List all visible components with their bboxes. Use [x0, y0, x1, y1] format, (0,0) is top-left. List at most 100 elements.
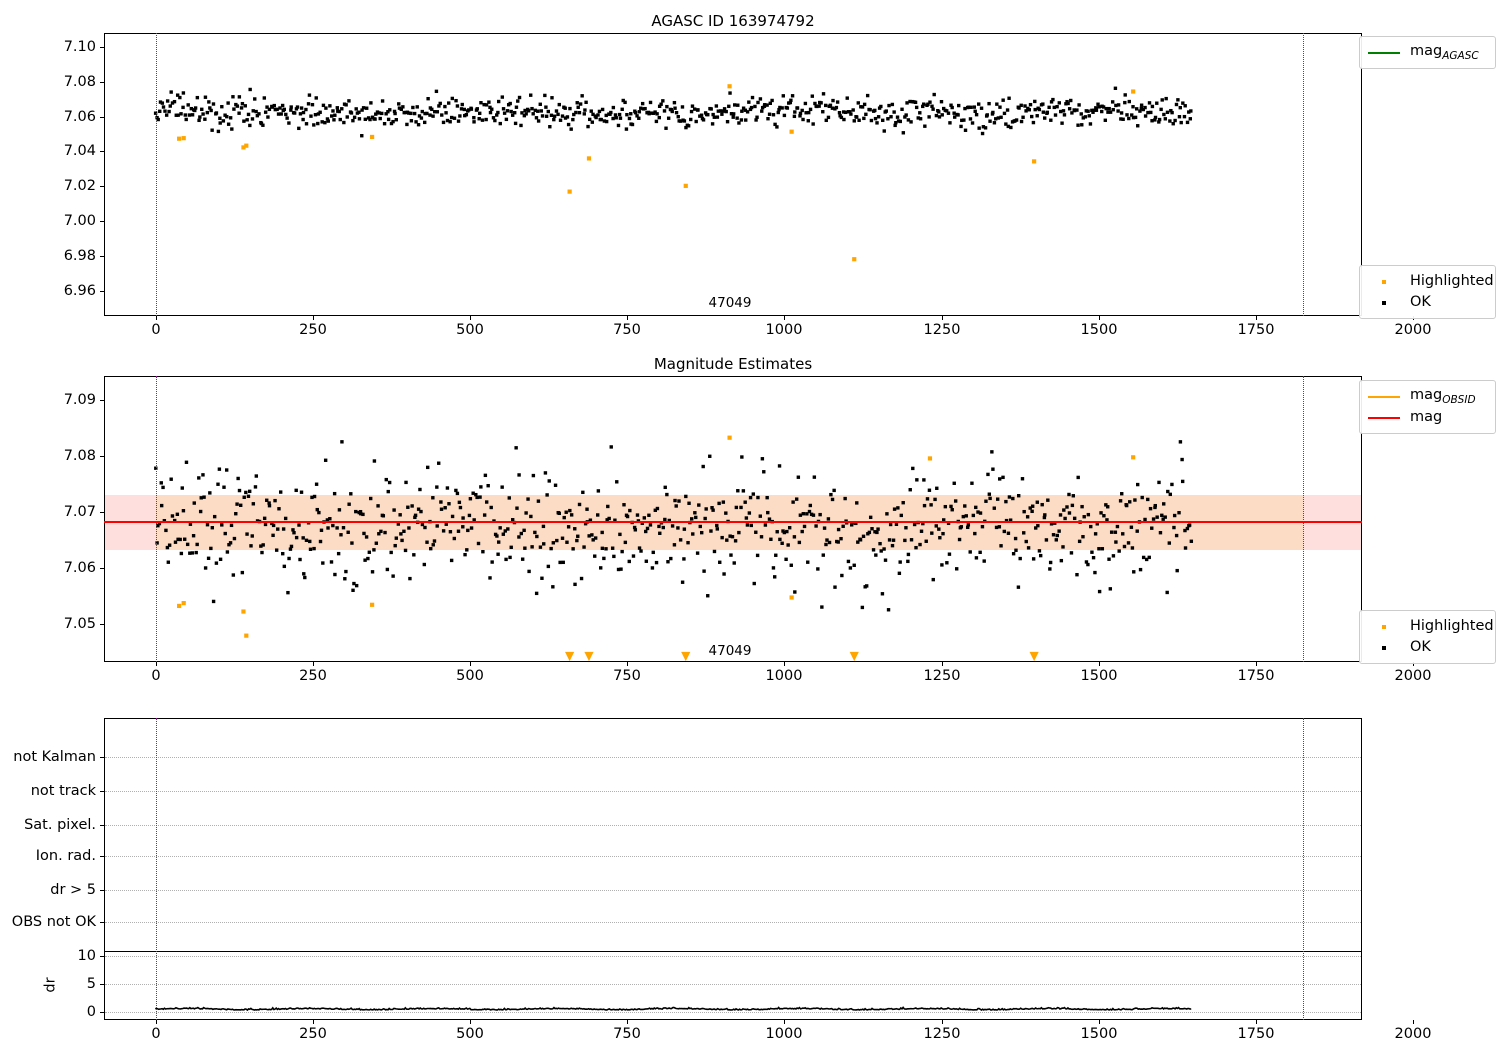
xtick-label: 0 — [151, 322, 161, 338]
xtick-mark — [156, 662, 157, 666]
dot-swatch-icon — [1367, 274, 1401, 290]
xtick-mark — [313, 662, 314, 666]
xtick-label: 1750 — [1237, 322, 1275, 338]
xtick-mark — [313, 316, 314, 320]
xtick-label: 750 — [613, 322, 641, 338]
legend-entry-mag-agasc: magAGASC — [1367, 42, 1486, 63]
xtick-label: 500 — [456, 1026, 484, 1042]
legend-entry-mag-obsid: magOBSID — [1367, 386, 1486, 407]
xtick-mark — [470, 662, 471, 666]
xtick-mark — [156, 1020, 157, 1024]
dr-gridline — [105, 956, 1361, 957]
xtick-mark — [156, 316, 157, 320]
legend-entry-highlighted: Highlighted — [1367, 271, 1494, 292]
xtick-mark — [942, 1020, 943, 1024]
dr-tick-label: 5 — [86, 976, 96, 992]
flag-gridline — [105, 890, 1361, 891]
legend-entry-ok: OK — [1367, 292, 1486, 313]
dr-tick-label: 10 — [77, 948, 96, 964]
dot-swatch-icon — [1367, 619, 1401, 635]
legend-label: Highlighted — [1410, 273, 1494, 290]
flag-tick-mark — [100, 922, 104, 923]
obsid-start-line — [156, 33, 157, 316]
ytick-label: 7.07 — [63, 503, 96, 520]
legend-label: magAGASC — [1410, 42, 1479, 62]
agasc-marker-legend[interactable]: Highlighted OK — [1359, 265, 1496, 319]
xtick-label: 250 — [299, 668, 327, 684]
flag-gridline — [105, 856, 1361, 857]
dot-swatch-icon — [1367, 295, 1401, 311]
magnitude-marker-legend[interactable]: Highlighted OK — [1359, 610, 1496, 664]
line-swatch-icon — [1367, 45, 1401, 61]
xtick-label: 1750 — [1237, 668, 1275, 684]
xtick-mark — [1413, 662, 1414, 666]
ytick-label: 7.00 — [63, 213, 96, 230]
ytick-mark — [100, 116, 104, 118]
flag-tick-mark — [100, 825, 104, 826]
xtick-mark — [784, 662, 785, 666]
xtick-mark — [942, 316, 943, 320]
obsid-annotation: 47049 — [708, 295, 752, 311]
ytick-label: 7.10 — [63, 38, 96, 55]
xtick-label: 1000 — [765, 1026, 803, 1042]
xtick-mark — [784, 1020, 785, 1024]
agasc-axes-frame — [104, 33, 1362, 316]
mag-mean-line — [104, 521, 1362, 524]
legend-label: magOBSID — [1410, 386, 1476, 406]
xtick-mark — [1413, 1020, 1414, 1024]
flag-label-obs-not-ok: OBS not OK — [11, 914, 96, 930]
xtick-label: 2000 — [1394, 668, 1432, 684]
obsid-end-line — [1303, 718, 1304, 1020]
xtick-mark — [470, 316, 471, 320]
agasc-line-legend[interactable]: magAGASC — [1359, 36, 1496, 69]
legend-label: Highlighted — [1410, 618, 1494, 635]
ytick-mark — [100, 291, 104, 293]
ytick-label: 7.04 — [63, 143, 96, 160]
xtick-mark — [1099, 662, 1100, 666]
panel-title: Magnitude Estimates — [653, 355, 813, 373]
legend-entry-ok: OK — [1367, 637, 1486, 658]
flag-gridline — [105, 922, 1361, 923]
xtick-mark — [627, 1020, 628, 1024]
xtick-label: 0 — [151, 668, 161, 684]
ytick-mark — [100, 567, 104, 569]
ytick-mark — [100, 511, 104, 513]
flag-gridline — [105, 825, 1361, 826]
xtick-label: 750 — [613, 1026, 641, 1042]
flag-label-not-kalman: not Kalman — [13, 749, 96, 765]
xtick-label: 2000 — [1394, 322, 1432, 338]
flag-tick-mark — [100, 791, 104, 792]
flag-tick-mark — [100, 856, 104, 857]
xtick-label: 1500 — [1080, 668, 1118, 684]
dr-gridline — [105, 1012, 1361, 1013]
ytick-label: 7.09 — [63, 391, 96, 408]
ytick-mark — [100, 221, 104, 223]
ytick-label: 6.98 — [63, 248, 96, 265]
magnitude-line-legend[interactable]: magOBSID mag — [1359, 380, 1496, 434]
xtick-mark — [1099, 1020, 1100, 1024]
dot-swatch-icon — [1367, 640, 1401, 656]
xtick-mark — [627, 316, 628, 320]
xtick-label: 500 — [456, 668, 484, 684]
ytick-label: 7.02 — [63, 178, 96, 195]
legend-label: mag — [1410, 409, 1443, 426]
ytick-label: 7.06 — [63, 559, 96, 576]
flag-tick-mark — [100, 890, 104, 891]
ytick-mark — [100, 151, 104, 153]
line-swatch-icon — [1367, 389, 1401, 405]
ytick-mark — [100, 81, 104, 83]
page-title: AGASC ID 163974792 — [651, 12, 815, 30]
xtick-label: 1250 — [923, 322, 961, 338]
ytick-mark — [100, 256, 104, 258]
ytick-mark — [100, 399, 104, 401]
ytick-mark — [100, 186, 104, 188]
xtick-mark — [1256, 316, 1257, 320]
obsid-annotation: 47049 — [708, 643, 752, 659]
xtick-label: 1500 — [1080, 1026, 1118, 1042]
flag-gridline — [105, 757, 1361, 758]
flag-label-not-track: not track — [30, 783, 96, 799]
xtick-label: 2000 — [1394, 1026, 1432, 1042]
